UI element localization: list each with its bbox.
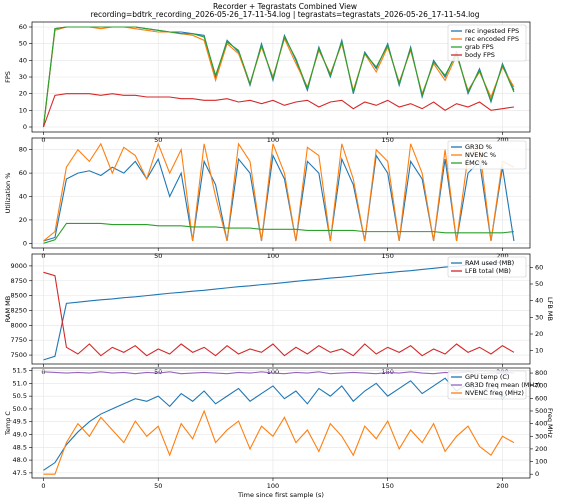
- y2-tick-label: 30: [535, 313, 543, 321]
- y-tick-label: 60: [19, 169, 27, 177]
- legend-label: grab FPS: [465, 43, 494, 51]
- y-tick-label: 7750: [10, 336, 27, 344]
- legend-box: [447, 24, 527, 62]
- legend-label: rec encoded FPS: [465, 35, 519, 43]
- y2-tick-label: 10: [535, 347, 543, 355]
- series-line: [43, 142, 515, 242]
- legend-label: EMC %: [465, 159, 488, 167]
- y-tick-label: 51.0: [13, 379, 27, 387]
- y2-tick-label: 400: [535, 420, 547, 428]
- y-tick-label: 0: [23, 123, 27, 131]
- y-tick-label: 40: [19, 193, 27, 201]
- y2-tick-label: 600: [535, 394, 547, 402]
- series-line: [43, 409, 515, 475]
- y-tick-label: 60: [19, 23, 27, 31]
- y2-tick-label: 200: [535, 445, 547, 453]
- y2-axis-label: Freq MHz: [546, 408, 554, 438]
- x-axis-label: Time since first sample (s): [237, 491, 324, 499]
- y-axis-label: FPS: [4, 71, 12, 83]
- y-tick-label: 80: [19, 146, 27, 154]
- legend-label: RAM used (MB): [465, 259, 514, 267]
- y-tick-label: 49.0: [13, 431, 27, 439]
- y-axis-label: Temp C: [4, 411, 12, 436]
- y2-tick-label: 20: [535, 330, 543, 338]
- chart-title: Recorder + Tegrastats Combined View: [213, 2, 357, 11]
- y-tick-label: 47.5: [13, 469, 27, 477]
- series-line: [43, 260, 514, 361]
- legend-box: [447, 256, 527, 278]
- y2-tick-label: 50: [535, 280, 543, 288]
- plot-frame: [31, 137, 531, 249]
- x-tick-label: 150: [382, 482, 394, 490]
- legend-label: LFB total (MB): [465, 267, 511, 275]
- y-tick-label: 30: [19, 73, 27, 81]
- y2-tick-label: 0: [535, 470, 539, 478]
- series-line: [43, 371, 514, 375]
- y2-tick-label: 60: [535, 263, 543, 271]
- x-tick-label: 50: [154, 482, 162, 490]
- y2-tick-label: 800: [535, 369, 547, 377]
- x-tick-label: 100: [267, 482, 279, 490]
- legend-label: GR3D %: [465, 143, 492, 151]
- legend-box: [447, 370, 527, 400]
- y-tick-label: 8000: [10, 321, 27, 329]
- y-tick-label: 9000: [10, 262, 27, 270]
- y-tick-label: 7500: [10, 351, 27, 359]
- plot-frame: [31, 253, 531, 365]
- y2-tick-label: 100: [535, 458, 547, 466]
- y-tick-label: 48.5: [13, 443, 27, 451]
- legend-label: NVENC %: [465, 151, 496, 159]
- y2-tick-label: 500: [535, 407, 547, 415]
- y-tick-label: 0: [23, 239, 27, 247]
- y-tick-label: 50.5: [13, 392, 27, 400]
- series-line: [42, 93, 515, 128]
- y-tick-label: 8500: [10, 292, 27, 300]
- y-tick-label: 8750: [10, 277, 27, 285]
- legend-label: GPU temp (C): [465, 373, 509, 381]
- x-tick-label: 200: [496, 482, 508, 490]
- y-tick-label: 20: [19, 216, 27, 224]
- y-tick-label: 51.5: [13, 367, 27, 375]
- series-line: [43, 271, 515, 357]
- plot-frame: [31, 21, 531, 133]
- series-line: [42, 26, 515, 128]
- y-tick-label: 8250: [10, 306, 27, 314]
- y-tick-label: 40: [19, 56, 27, 64]
- legend-label: rec ingested FPS: [465, 27, 519, 35]
- y2-tick-label: 300: [535, 432, 547, 440]
- y-tick-label: 20: [19, 90, 27, 98]
- y-axis-label: Utilization %: [4, 173, 12, 214]
- y-tick-label: 48.0: [13, 456, 27, 464]
- y-tick-label: 10: [19, 106, 27, 114]
- y-tick-label: 50.0: [13, 405, 27, 413]
- y-tick-label: 49.5: [13, 418, 27, 426]
- series-line: [43, 222, 514, 244]
- y2-tick-label: 700: [535, 382, 547, 390]
- y2-axis-label: LFB MB: [546, 297, 554, 321]
- y-axis-label: RAM MB: [4, 296, 12, 322]
- y-tick-label: 50: [19, 40, 27, 48]
- legend-label: GR3D freq mean (MHz): [465, 381, 540, 389]
- series-line: [43, 377, 515, 471]
- plot-frame: [31, 367, 531, 479]
- y2-tick-label: 40: [535, 297, 543, 305]
- legend-label: body FPS: [465, 51, 495, 59]
- chart-subtitle: recording=bdtrk_recording_2026-05-26_17-…: [90, 10, 479, 19]
- x-tick-label: 0: [41, 482, 45, 490]
- legend-label: NVENC freq (MHz): [465, 389, 524, 397]
- legend-box: [447, 140, 527, 170]
